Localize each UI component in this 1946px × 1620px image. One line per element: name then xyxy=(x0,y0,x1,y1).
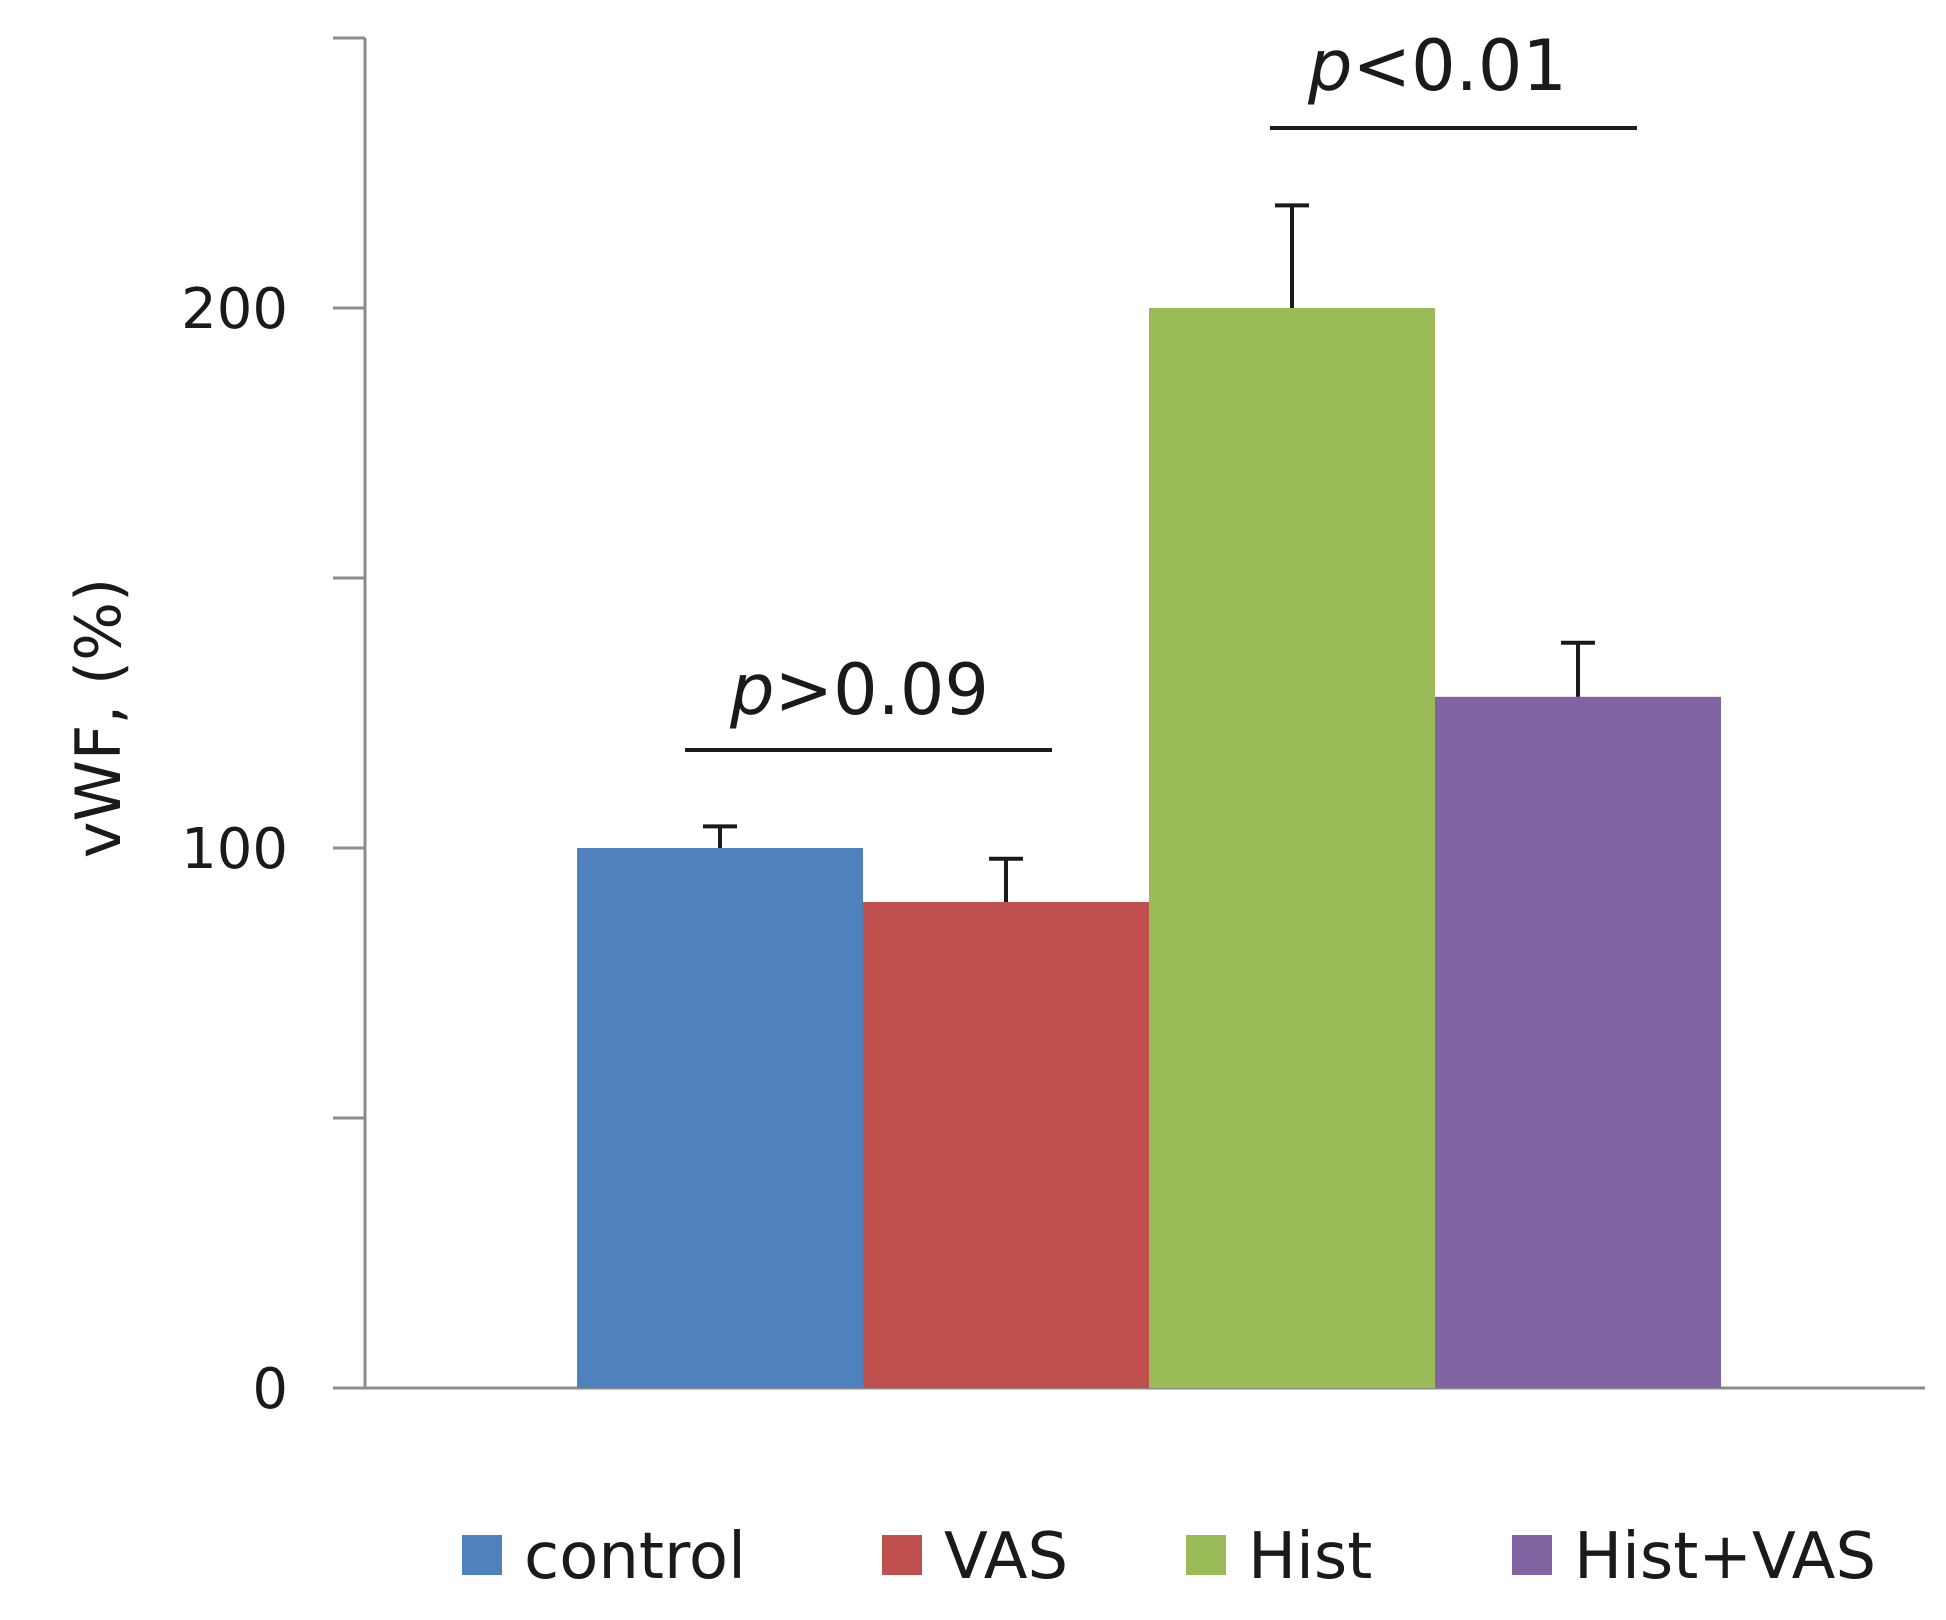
legend-swatch-vas xyxy=(882,1535,922,1575)
annotations-group: p>0.09p<0.01 xyxy=(685,25,1637,752)
significance-p-2: p xyxy=(1307,25,1352,107)
legend-label-hist-vas: Hist+VAS xyxy=(1574,1520,1876,1594)
significance-value-2: <0.01 xyxy=(1352,25,1567,107)
legend-swatch-hist xyxy=(1186,1535,1226,1575)
y-tick-label-200: 200 xyxy=(181,277,288,342)
legend-swatch-control xyxy=(462,1535,502,1575)
legend-label-control: control xyxy=(524,1520,746,1594)
legend-label-vas: VAS xyxy=(944,1520,1068,1594)
bar-hist xyxy=(1149,308,1435,1388)
legend-label-hist: Hist xyxy=(1248,1520,1372,1594)
bar-hist-vas xyxy=(1435,696,1721,1388)
bar-vas xyxy=(863,902,1149,1388)
bar-control xyxy=(577,848,863,1388)
error-bars-group xyxy=(703,203,1595,902)
legend: control VAS Hist Hist+VAS xyxy=(462,1520,1876,1594)
y-axis-title: vWF, (%) xyxy=(62,578,135,858)
significance-p-1: p xyxy=(729,649,774,731)
legend-swatch-hist-vas xyxy=(1512,1535,1552,1575)
y-tick-label-0: 0 xyxy=(252,1357,288,1422)
bars-group xyxy=(577,308,1721,1388)
significance-value-1: >0.09 xyxy=(774,649,989,731)
y-tick-label-100: 100 xyxy=(181,817,288,882)
significance-label-1: p>0.09 xyxy=(729,649,989,731)
significance-label-2: p<0.01 xyxy=(1307,25,1567,107)
